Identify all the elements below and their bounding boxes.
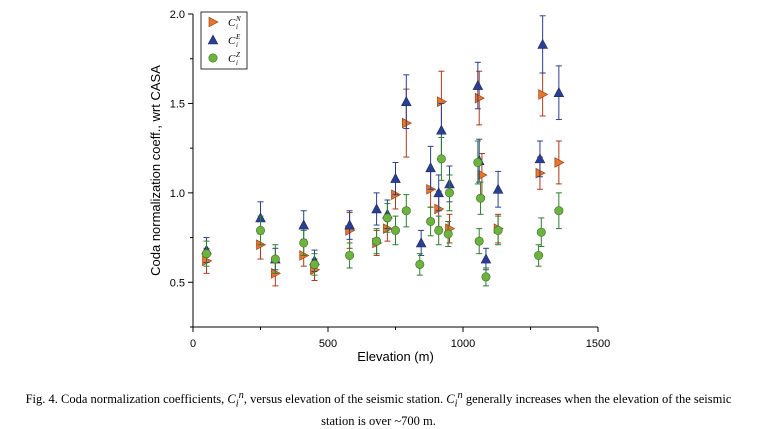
data-point	[425, 162, 436, 173]
series-E	[201, 15, 565, 273]
data-point	[202, 249, 212, 259]
data-point	[309, 259, 319, 269]
series-N	[202, 70, 565, 287]
legend-label-sup: N	[235, 15, 241, 23]
data-point	[554, 157, 565, 168]
data-point	[444, 188, 454, 198]
data-point	[298, 219, 309, 230]
data-point	[344, 219, 355, 230]
data-point	[554, 206, 564, 216]
caption-symbol-base: C	[227, 392, 236, 407]
legend-marker	[208, 53, 218, 63]
data-point	[401, 206, 411, 216]
data-point	[436, 154, 446, 164]
x-tick-label: 1500	[586, 338, 610, 350]
data-point	[473, 157, 483, 167]
legend-label-sub: i	[236, 23, 238, 31]
data-point	[382, 213, 392, 223]
data-point	[434, 225, 444, 235]
legend-label: C	[228, 53, 236, 65]
y-tick-label: 1.5	[170, 98, 185, 110]
series-Z	[202, 136, 564, 287]
data-point	[534, 153, 546, 164]
caption-prefix: Fig. 4. Coda normalization coefficients,	[25, 392, 228, 407]
data-point	[536, 227, 546, 237]
data-point	[426, 216, 436, 226]
caption-middle: , versus elevation of the seismic statio…	[243, 392, 447, 407]
legend: C NiC EiC Zi	[200, 11, 248, 70]
data-point	[480, 253, 492, 264]
data-point	[401, 96, 412, 106]
figure-caption: Fig. 4. Coda normalization coefficients,…	[8, 388, 749, 429]
data-point	[538, 89, 549, 100]
x-tick-label: 500	[319, 338, 337, 350]
legend-marker	[208, 16, 219, 28]
data-point	[534, 250, 544, 260]
data-point	[415, 259, 425, 269]
data-point	[476, 193, 486, 203]
legend-label-sup: Z	[236, 51, 240, 59]
caption-symbol-base-2: C	[446, 392, 455, 407]
data-point	[493, 225, 503, 235]
data-point	[433, 187, 444, 198]
data-point	[436, 124, 447, 135]
caption-symbol-sub-2: i	[454, 398, 458, 410]
legend-box	[200, 11, 248, 70]
data-point	[443, 229, 453, 239]
data-point	[255, 225, 265, 235]
legend-label-sub: i	[236, 59, 238, 67]
legend-label-sup: E	[235, 33, 241, 41]
data-point	[390, 225, 400, 235]
data-point	[474, 236, 484, 246]
y-tick-label: 0.5	[170, 277, 185, 289]
data-point	[415, 237, 427, 248]
x-tick-label: 1000	[451, 338, 475, 350]
data-point	[345, 250, 355, 260]
legend-label: C	[228, 35, 236, 47]
data-point	[270, 254, 280, 264]
caption-symbol-sup-2: n	[457, 390, 463, 401]
caption-symbol-sup: n	[238, 390, 244, 401]
legend-label-sub: i	[236, 41, 238, 49]
y-tick-label: 1.0	[170, 188, 185, 200]
data-point	[390, 172, 401, 183]
data-point	[553, 87, 565, 97]
data-point	[371, 203, 382, 214]
data-point	[492, 183, 504, 194]
legend-marker	[207, 34, 219, 45]
caption-rest: generally increases when the elevation o…	[321, 392, 732, 428]
axes: 0.5 1.0 1.5 2.0 0 500 1000 1500 Elevation (m) Cod…	[148, 9, 610, 364]
coda-chart: 0.5 1.0 1.5 2.0 0 500 1000 1500 Elevation (m) Cod…	[148, 9, 610, 364]
x-tick-label: 0	[190, 338, 196, 350]
legend-label: C	[228, 17, 236, 29]
data-point	[472, 79, 484, 90]
data-point	[537, 38, 548, 49]
data-point	[481, 272, 491, 282]
x-axis-title: Elevation (m)	[357, 349, 434, 364]
y-tick-label: 2.0	[170, 9, 185, 21]
caption-symbol-sub: i	[235, 398, 239, 410]
data-point	[372, 236, 382, 246]
y-axis-title: Coda normalization coeff., wrt CASA	[148, 65, 163, 276]
plot-area	[201, 15, 565, 287]
data-point	[299, 238, 309, 248]
